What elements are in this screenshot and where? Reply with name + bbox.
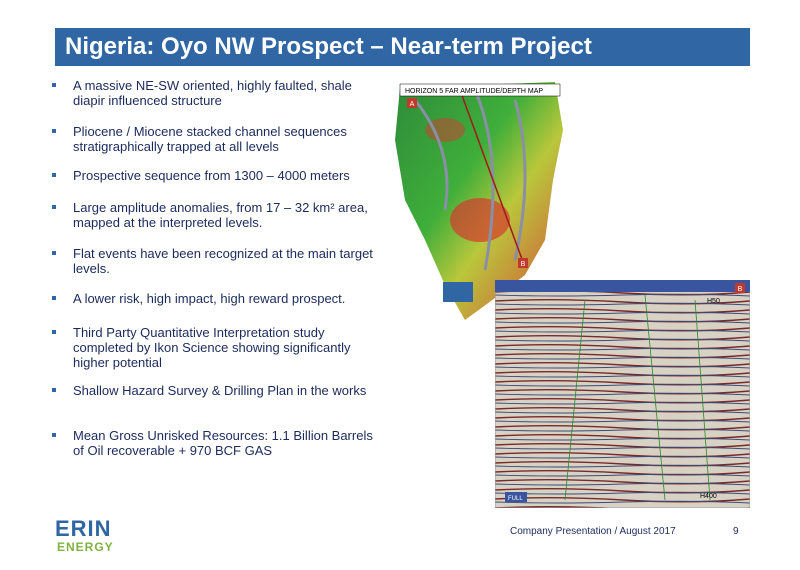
seismic-section: H50 H400 FULL B <box>495 280 750 508</box>
bullet: Large amplitude anomalies, from 17 – 32 … <box>50 200 380 230</box>
bullet: Shallow Hazard Survey & Drilling Plan in… <box>50 383 366 398</box>
point-label: B <box>521 261 526 268</box>
horizon-label: H400 <box>700 493 717 500</box>
bullet: Prospective sequence from 1300 – 4000 me… <box>50 168 350 183</box>
slide-title: Nigeria: Oyo NW Prospect – Near-term Pro… <box>55 28 750 66</box>
corner-label: FULL <box>508 496 523 502</box>
point-label: B <box>738 286 743 293</box>
footer-text: Company Presentation / August 2017 <box>510 526 676 537</box>
bullet: Pliocene / Miocene stacked channel seque… <box>50 124 380 154</box>
horizon-label: H50 <box>707 298 720 305</box>
page-number: 9 <box>733 526 739 537</box>
bullet: Mean Gross Unrisked Resources: 1.1 Billi… <box>50 428 380 458</box>
logo-line2: ENERGY <box>57 540 114 554</box>
bullet: A lower risk, high impact, high reward p… <box>50 291 345 306</box>
bullet: A massive NE-SW oriented, highly faulted… <box>50 78 380 108</box>
logo-line1: ERIN <box>55 516 112 541</box>
map-label: HORIZON 5 FAR AMPLITUDE/DEPTH MAP <box>405 88 543 95</box>
bullet: Third Party Quantitative Interpretation … <box>50 325 380 370</box>
point-label: A <box>410 101 415 108</box>
bullet: Flat events have been recognized at the … <box>50 246 380 276</box>
